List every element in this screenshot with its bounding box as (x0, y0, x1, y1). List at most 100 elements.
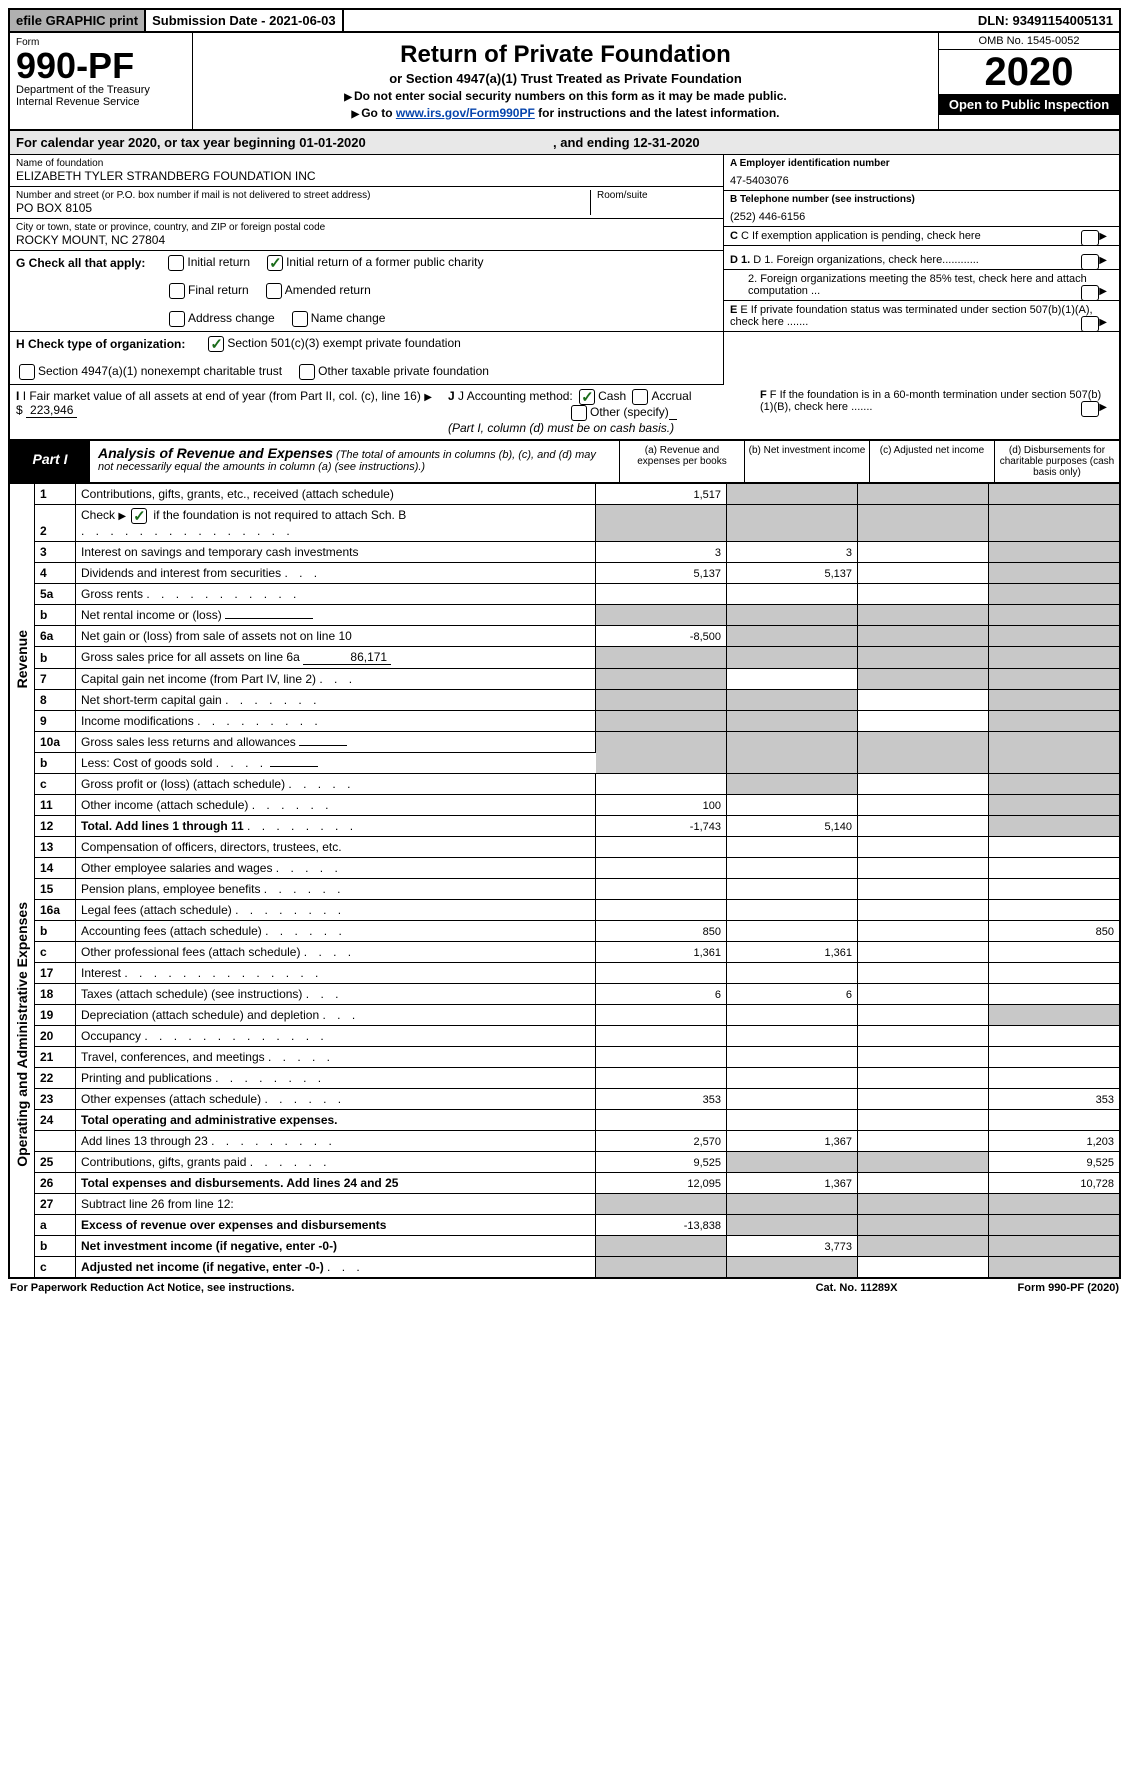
irs-link[interactable]: www.irs.gov/Form990PF (396, 106, 535, 120)
info-grid: Name of foundation ELIZABETH TYLER STRAN… (8, 155, 1121, 251)
table-row: 21Travel, conferences, and meetings . . … (9, 1047, 1120, 1068)
header-left: Form 990-PF Department of the Treasury I… (10, 33, 193, 129)
h-row: H Check type of organization: Section 50… (10, 332, 723, 384)
irs-label: Internal Revenue Service (16, 96, 186, 108)
table-row: 20Occupancy . . . . . . . . . . . . . (9, 1026, 1120, 1047)
street-cell: Number and street (or P.O. box number if… (10, 187, 723, 219)
table-row: 12Total. Add lines 1 through 11 . . . . … (9, 816, 1120, 837)
table-row: 24Total operating and administrative exp… (9, 1110, 1120, 1131)
table-row: 16aLegal fees (attach schedule) . . . . … (9, 900, 1120, 921)
table-row: bGross sales price for all assets on lin… (9, 647, 1120, 669)
revenue-vlabel: Revenue (12, 622, 32, 696)
table-row: 14Other employee salaries and wages . . … (9, 858, 1120, 879)
cb-accrual[interactable] (632, 389, 648, 405)
table-row: Operating and Administrative Expenses 13… (9, 837, 1120, 858)
part1-label: Part I (10, 441, 90, 482)
cb-initial[interactable] (168, 255, 184, 271)
col-d-head: (d) Disbursements for charitable purpose… (995, 441, 1119, 482)
table-row: 5aGross rents . . . . . . . . . . . (9, 584, 1120, 605)
col-a-head: (a) Revenue and expenses per books (620, 441, 745, 482)
e-terminated: E E If private foundation status was ter… (724, 301, 1119, 332)
cb-final[interactable] (169, 283, 185, 299)
form-header: Form 990-PF Department of the Treasury I… (8, 33, 1121, 131)
instr-ssn: Do not enter social security numbers on … (201, 89, 930, 103)
table-row: cOther professional fees (attach schedul… (9, 942, 1120, 963)
cb-amended[interactable] (266, 283, 282, 299)
table-row: 2 Check if the foundation is not require… (9, 505, 1120, 542)
efile-label: efile GRAPHIC print (10, 10, 146, 31)
table-row: 19Depreciation (attach schedule) and dep… (9, 1005, 1120, 1026)
dln-label: DLN: 93491154005131 (972, 10, 1119, 31)
d2-foreign-85: 2. Foreign organizations meeting the 85%… (724, 270, 1119, 301)
table-row: 7Capital gain net income (from Part IV, … (9, 669, 1120, 690)
dept-label: Department of the Treasury (16, 84, 186, 96)
cb-sch-b[interactable] (131, 508, 147, 524)
table-row: bAccounting fees (attach schedule) . . .… (9, 921, 1120, 942)
form-footer-label: Form 990-PF (2020) (1018, 1282, 1119, 1294)
form-number: 990-PF (16, 48, 186, 84)
submission-date: Submission Date - 2021-06-03 (146, 10, 344, 31)
col-c-head: (c) Adjusted net income (870, 441, 995, 482)
table-row: 18Taxes (attach schedule) (see instructi… (9, 984, 1120, 1005)
g-row: G Check all that apply: Initial return I… (10, 251, 723, 332)
form-subtitle: or Section 4947(a)(1) Trust Treated as P… (201, 71, 930, 86)
part1-table: Revenue 1Contributions, gifts, grants, e… (8, 484, 1121, 1279)
instr-goto: Go to www.irs.gov/Form990PF for instruct… (201, 106, 930, 120)
table-row: Revenue 1Contributions, gifts, grants, e… (9, 484, 1120, 505)
cb-other-taxable[interactable] (299, 364, 315, 380)
table-row: bNet investment income (if negative, ent… (9, 1236, 1120, 1257)
table-row: 8Net short-term capital gain . . . . . .… (9, 690, 1120, 711)
j-accounting: J J Accounting method: Cash Accrual Othe… (442, 385, 754, 439)
table-row: 9Income modifications . . . . . . . . . (9, 711, 1120, 732)
header-right: OMB No. 1545-0052 2020 Open to Public In… (938, 33, 1119, 129)
cb-4947[interactable] (19, 364, 35, 380)
cb-501c3[interactable] (208, 336, 224, 352)
g-h-block: G Check all that apply: Initial return I… (8, 251, 1121, 385)
city-cell: City or town, state or province, country… (10, 219, 723, 251)
open-to-public: Open to Public Inspection (939, 94, 1119, 115)
table-row: cGross profit or (loss) (attach schedule… (9, 774, 1120, 795)
omb-number: OMB No. 1545-0052 (939, 33, 1119, 50)
table-row: 27Subtract line 26 from line 12: (9, 1194, 1120, 1215)
table-row: 26Total expenses and disbursements. Add … (9, 1173, 1120, 1194)
cat-number: Cat. No. 11289X (816, 1282, 898, 1294)
table-row: 6aNet gain or (loss) from sale of assets… (9, 626, 1120, 647)
cb-address[interactable] (169, 311, 185, 327)
table-row: 23Other expenses (attach schedule) . . .… (9, 1089, 1120, 1110)
i-j-f-row: I I Fair market value of all assets at e… (8, 385, 1121, 440)
part1-desc: Analysis of Revenue and Expenses (The to… (90, 441, 620, 482)
cb-initial-former[interactable] (267, 255, 283, 271)
table-row: 10aGross sales less returns and allowanc… (9, 732, 1120, 753)
cb-other-method[interactable] (571, 405, 587, 421)
foundation-name-cell: Name of foundation ELIZABETH TYLER STRAN… (10, 155, 723, 187)
ein-cell: A Employer identification number 47-5403… (724, 155, 1119, 191)
top-bar: efile GRAPHIC print Submission Date - 20… (8, 8, 1121, 33)
calendar-year-row: For calendar year 2020, or tax year begi… (8, 131, 1121, 155)
table-row: aExcess of revenue over expenses and dis… (9, 1215, 1120, 1236)
telephone-cell: B Telephone number (see instructions) (2… (724, 191, 1119, 227)
table-row: 25Contributions, gifts, grants paid . . … (9, 1152, 1120, 1173)
table-row: 22Printing and publications . . . . . . … (9, 1068, 1120, 1089)
c-exemption: C C If exemption application is pending,… (724, 227, 1119, 246)
table-row: 4Dividends and interest from securities … (9, 563, 1120, 584)
info-right: A Employer identification number 47-5403… (724, 155, 1119, 251)
table-row: 3Interest on savings and temporary cash … (9, 542, 1120, 563)
table-row: cAdjusted net income (if negative, enter… (9, 1257, 1120, 1279)
expenses-vlabel: Operating and Administrative Expenses (12, 894, 32, 1175)
d1-foreign: D 1. D 1. Foreign organizations, check h… (724, 251, 1119, 270)
tax-year: 2020 (939, 50, 1119, 94)
part1-header: Part I Analysis of Revenue and Expenses … (8, 440, 1121, 484)
table-row: 17Interest . . . . . . . . . . . . . . (9, 963, 1120, 984)
col-b-head: (b) Net investment income (745, 441, 870, 482)
form-title: Return of Private Foundation (201, 41, 930, 69)
table-row: Add lines 13 through 23 . . . . . . . . … (9, 1131, 1120, 1152)
table-row: bNet rental income or (loss) (9, 605, 1120, 626)
cb-cash[interactable] (579, 389, 595, 405)
f-termination: F F If the foundation is in a 60-month t… (754, 385, 1119, 439)
header-mid: Return of Private Foundation or Section … (193, 33, 938, 129)
paperwork-notice: For Paperwork Reduction Act Notice, see … (10, 1282, 294, 1294)
info-left: Name of foundation ELIZABETH TYLER STRAN… (10, 155, 724, 251)
cb-name-change[interactable] (292, 311, 308, 327)
table-row: 15Pension plans, employee benefits . . .… (9, 879, 1120, 900)
page-footer: For Paperwork Reduction Act Notice, see … (8, 1279, 1121, 1297)
